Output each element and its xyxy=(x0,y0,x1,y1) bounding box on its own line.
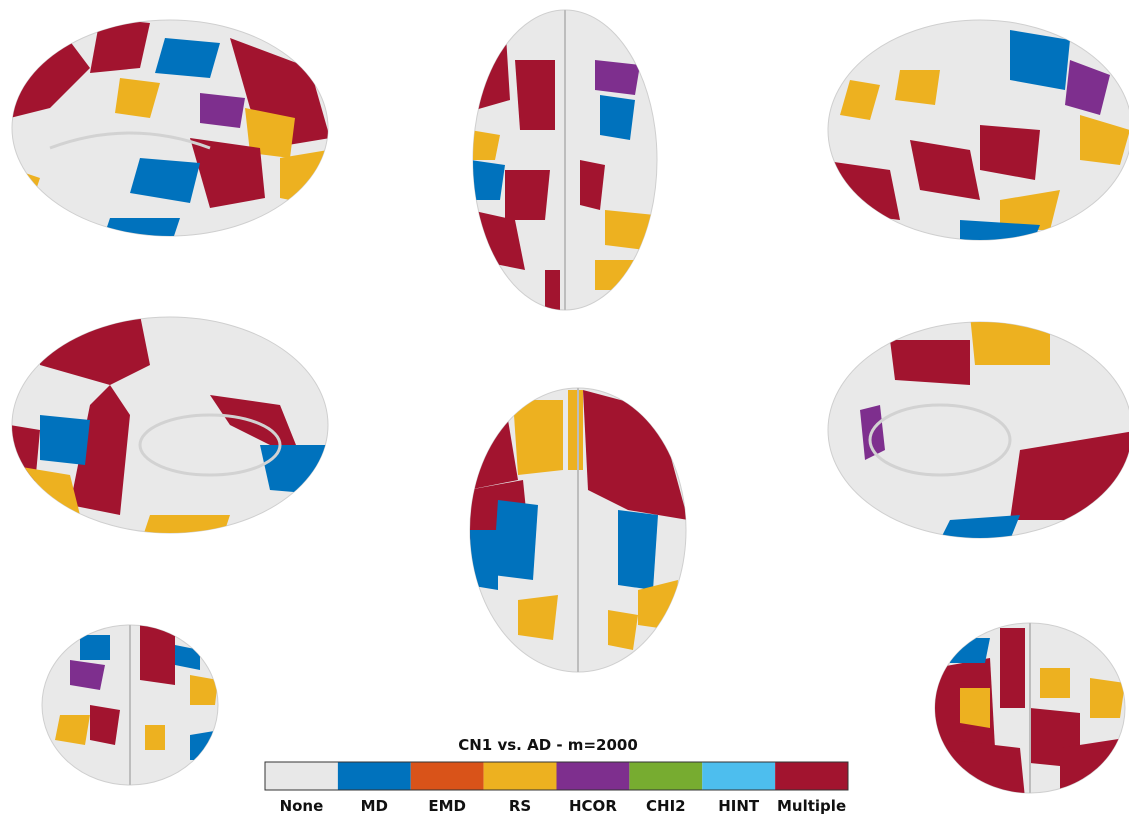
region-patch xyxy=(100,218,180,236)
region-patch xyxy=(493,500,538,580)
region-patch xyxy=(980,125,1040,180)
region-patch xyxy=(595,60,640,95)
region-patch xyxy=(940,515,1020,538)
region-patch xyxy=(595,260,640,290)
brain-lateral-right xyxy=(827,19,1129,241)
region-patch xyxy=(473,160,505,200)
region-patch xyxy=(145,725,165,750)
colorbar-label: None xyxy=(280,797,324,815)
region-patch xyxy=(140,625,175,685)
region-patch xyxy=(90,20,150,73)
colorbar-title: CN1 vs. AD - m=2000 xyxy=(458,736,638,754)
brain-lateral-left xyxy=(11,19,329,237)
region-patch xyxy=(605,210,655,250)
region-patch xyxy=(1040,668,1070,698)
region-patch xyxy=(190,138,265,208)
region-patch xyxy=(960,220,1040,240)
region-patch xyxy=(200,93,245,128)
region-patch xyxy=(515,60,555,130)
region-patch xyxy=(600,95,635,140)
brain-dorsal xyxy=(472,9,658,311)
colorbar-swatch xyxy=(410,762,484,790)
colorbar-swatch xyxy=(337,762,411,790)
colorbar-label: RS xyxy=(509,797,531,815)
region-patch xyxy=(1090,678,1125,718)
colorbar-swatch xyxy=(775,762,848,790)
brain-ventral xyxy=(469,387,687,673)
region-patch xyxy=(70,385,130,515)
colorbar: CN1 vs. AD - m=2000 None MD EMD RS HCOR CHI2 H… xyxy=(264,736,849,815)
region-patch xyxy=(618,510,658,590)
region-patch xyxy=(245,108,295,158)
region-patch xyxy=(545,270,560,310)
brain-frontal xyxy=(41,624,219,786)
region-patch xyxy=(580,160,605,210)
region-patch xyxy=(608,610,638,650)
region-patch xyxy=(80,635,110,660)
colorbar-swatch xyxy=(556,762,630,790)
region-patch xyxy=(230,38,328,148)
region-patch xyxy=(970,322,1050,365)
region-patch xyxy=(115,78,160,118)
region-patch xyxy=(260,445,328,495)
region-patch xyxy=(895,70,940,105)
region-patch xyxy=(190,730,218,760)
region-patch xyxy=(190,675,218,705)
region-patch xyxy=(935,738,1025,793)
region-patch xyxy=(470,530,498,590)
colorbar-frame xyxy=(264,761,849,791)
colorbar-label: HCOR xyxy=(569,797,617,815)
brain-medial-left xyxy=(11,316,329,534)
region-patch xyxy=(140,515,230,533)
colorbar-label: EMD xyxy=(428,797,466,815)
region-patch xyxy=(1000,628,1025,708)
region-patch xyxy=(130,158,200,203)
colorbar-swatch xyxy=(265,762,338,790)
brain-medial-right xyxy=(827,321,1129,539)
brain-posterior xyxy=(934,622,1126,794)
region-patch xyxy=(70,660,105,690)
region-patch xyxy=(210,395,300,455)
region-patch xyxy=(90,705,120,745)
region-patch xyxy=(1000,190,1060,230)
colorbar-label: HINT xyxy=(718,797,760,815)
region-patch xyxy=(960,688,990,728)
region-patch xyxy=(1065,60,1110,115)
region-patch xyxy=(505,170,550,220)
region-patch xyxy=(40,415,90,465)
region-patch xyxy=(890,340,970,385)
region-patch xyxy=(1010,30,1070,90)
region-patch xyxy=(910,140,980,200)
region-patch xyxy=(55,715,90,745)
region-patch xyxy=(475,20,510,110)
region-patch xyxy=(840,80,880,120)
region-patch xyxy=(175,645,200,670)
colorbar-label: MD xyxy=(361,797,388,815)
region-patch xyxy=(155,38,220,78)
colorbar-label: CHI2 xyxy=(646,797,686,815)
region-patch xyxy=(1080,115,1129,165)
region-patch xyxy=(518,595,558,640)
region-patch xyxy=(280,148,328,208)
colorbar-swatch xyxy=(702,762,776,790)
colorbar-swatch xyxy=(629,762,703,790)
region-patch xyxy=(473,130,500,160)
region-patch xyxy=(1060,738,1125,793)
colorbar-label: Multiple xyxy=(777,797,846,815)
region-patch xyxy=(513,400,563,475)
region-patch xyxy=(583,390,686,520)
colorbar-swatch xyxy=(483,762,557,790)
region-patch xyxy=(568,390,583,470)
